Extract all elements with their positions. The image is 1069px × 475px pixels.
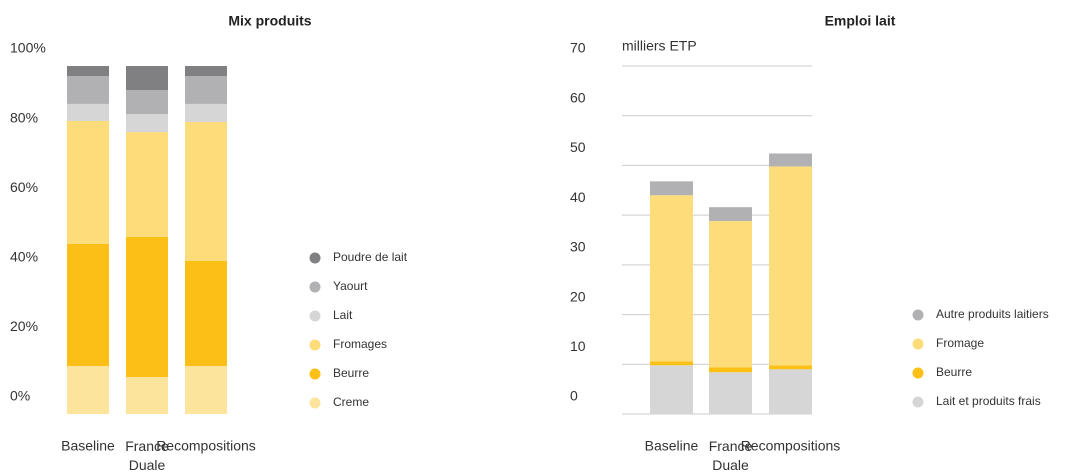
x-tick-label: Baseline bbox=[61, 438, 115, 454]
y-tick-label: 60% bbox=[10, 179, 38, 195]
bar-segment bbox=[709, 207, 752, 222]
legend-marker bbox=[309, 252, 321, 264]
legend-label: Lait et produits frais bbox=[936, 394, 1041, 408]
legend-label: Creme bbox=[333, 395, 369, 409]
bar-segment bbox=[67, 365, 109, 414]
bar-segment bbox=[650, 361, 693, 366]
legend-label: Yaourt bbox=[333, 279, 368, 293]
chart-title: Emploi lait bbox=[825, 13, 896, 29]
y-tick-label: 60 bbox=[570, 89, 586, 105]
y-tick-label: 20 bbox=[570, 288, 586, 304]
bar-segment bbox=[126, 90, 168, 115]
bar-segment bbox=[769, 166, 812, 366]
bar-segment bbox=[185, 76, 227, 104]
legend-marker bbox=[912, 309, 924, 321]
bar-segment bbox=[185, 103, 227, 123]
legend-label: Beurre bbox=[333, 366, 369, 380]
bar-segment bbox=[126, 114, 168, 133]
annotation: milliers ETP bbox=[622, 38, 697, 54]
legend-label: Autre produits laitiers bbox=[936, 307, 1049, 321]
bar-segment bbox=[769, 153, 812, 167]
y-tick-label: 40% bbox=[10, 249, 38, 265]
bar-segment bbox=[709, 221, 752, 368]
bar-segment bbox=[67, 66, 109, 77]
bar-segment bbox=[185, 260, 227, 366]
bar-segment bbox=[67, 76, 109, 104]
bar-segment bbox=[67, 103, 109, 121]
y-tick-label: 10 bbox=[570, 338, 586, 354]
legend-marker bbox=[309, 310, 321, 322]
x-tick-label: Recompositions bbox=[156, 438, 256, 454]
bar-segment bbox=[126, 236, 168, 378]
bar-segment bbox=[650, 195, 693, 362]
bar-segment bbox=[185, 365, 227, 414]
y-tick-label: 40 bbox=[570, 189, 586, 205]
legend-marker bbox=[309, 281, 321, 293]
legend-marker bbox=[309, 339, 321, 351]
y-tick-label: 0 bbox=[570, 388, 578, 404]
bar-segment bbox=[185, 66, 227, 77]
bar-segment bbox=[67, 243, 109, 366]
x-tick-label: France Duale bbox=[709, 438, 753, 473]
legend-label: Beurre bbox=[936, 365, 972, 379]
bar-segment bbox=[769, 369, 812, 414]
bar-segment bbox=[126, 66, 168, 91]
x-tick-label: France Duale bbox=[125, 438, 169, 473]
bar-segment bbox=[67, 120, 109, 244]
y-tick-label: 100% bbox=[10, 40, 46, 56]
legend-marker bbox=[309, 368, 321, 380]
legend-marker bbox=[912, 338, 924, 350]
legend-label: Fromage bbox=[936, 336, 984, 350]
legend-label: Fromages bbox=[333, 337, 387, 351]
bar-segment bbox=[650, 365, 693, 414]
legend-label: Poudre de lait bbox=[333, 250, 408, 264]
bar-segment bbox=[709, 367, 752, 373]
y-tick-label: 20% bbox=[10, 318, 38, 334]
legend-label: Lait bbox=[333, 308, 353, 322]
bar-segment bbox=[185, 122, 227, 261]
bar-segment bbox=[769, 365, 812, 370]
legend-marker bbox=[309, 397, 321, 409]
legend-marker bbox=[912, 396, 924, 408]
chart-title: Mix produits bbox=[228, 13, 311, 29]
bar-segment bbox=[709, 372, 752, 414]
x-tick-label: Baseline bbox=[645, 438, 699, 454]
bar-segment bbox=[126, 132, 168, 237]
y-tick-label: 80% bbox=[10, 109, 38, 125]
x-tick-label: Recompositions bbox=[741, 438, 841, 454]
bar-segment bbox=[650, 181, 693, 196]
bar-segment bbox=[126, 377, 168, 414]
y-tick-label: 50 bbox=[570, 139, 586, 155]
y-tick-label: 70 bbox=[570, 40, 586, 56]
legend-marker bbox=[912, 367, 924, 379]
y-tick-label: 30 bbox=[570, 239, 586, 255]
y-tick-label: 0% bbox=[10, 388, 30, 404]
